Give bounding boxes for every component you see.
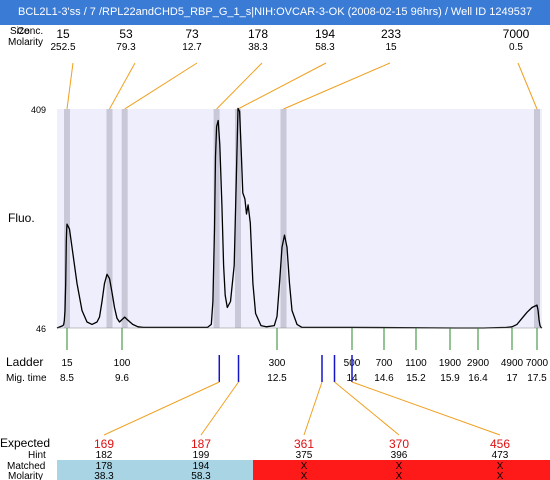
hint-leader (103, 381, 220, 436)
ladder-time-label: 9.6 (115, 373, 129, 384)
peak-molarity-label: 15 (385, 42, 397, 53)
peak-band (534, 109, 540, 328)
ladder-size-label: 15 (61, 358, 73, 369)
y-tick-max: 409 (31, 105, 46, 115)
molarity-value: X (301, 471, 308, 480)
conc-label: Conc. (17, 26, 43, 37)
chart-title: BCL2L1-3'ss / 7 /RPL22andCHD5_RBP_G_1_s|… (18, 6, 533, 18)
ladder-label: Ladder (6, 355, 43, 369)
matched-label: Matched (7, 461, 45, 472)
hint-value: 473 (492, 450, 509, 461)
peak-band (280, 109, 287, 328)
peak-band (121, 109, 128, 328)
matched-value: X (396, 461, 403, 472)
peak-size-label: 73 (185, 27, 199, 41)
matched-band (57, 460, 253, 480)
mig-time-label: Mig. time (6, 373, 47, 384)
molarity-value: X (396, 471, 403, 480)
matched-value: X (497, 461, 504, 472)
peak-band (234, 109, 241, 328)
peak-size-label: 194 (315, 27, 335, 41)
peak-size-label: 233 (381, 27, 401, 41)
molarity-label-top: Molarity (8, 37, 43, 48)
hint-value: 396 (391, 450, 408, 461)
peak-molarity-label: 38.3 (248, 42, 268, 53)
peak-molarity-label: 79.3 (116, 42, 136, 53)
peak-band (64, 109, 70, 328)
ladder-size-label: 1900 (439, 358, 462, 369)
ladder-time-label: 15.9 (440, 373, 460, 384)
hint-leader (334, 381, 400, 436)
ladder-size-label: 1100 (405, 358, 427, 369)
peak-leader (124, 62, 198, 110)
peak-leader (66, 62, 74, 110)
ladder-time-label: 16.4 (468, 373, 488, 384)
hint-value: 199 (193, 450, 210, 461)
ladder-size-label: 2900 (467, 358, 490, 369)
peak-leader (216, 62, 263, 110)
ladder-size-label: 100 (114, 358, 131, 369)
ladder-time-label: 15.2 (406, 373, 426, 384)
molarity-value: X (497, 471, 504, 480)
peak-molarity-label: 252.5 (50, 42, 75, 53)
peak-band (213, 109, 220, 328)
peak-size-label: 178 (248, 27, 268, 41)
peak-leader (237, 62, 327, 110)
molarity-value: 58.3 (191, 471, 211, 480)
expected-value: 456 (490, 437, 510, 451)
ladder-time-label: 14.6 (374, 373, 394, 384)
plot-area (57, 109, 542, 328)
peak-size-label: 7000 (503, 27, 530, 41)
expected-label: Expected (0, 436, 50, 450)
size-label: Size (10, 26, 30, 37)
matched-value: X (301, 461, 308, 472)
ladder-time-label: 8.5 (60, 373, 74, 384)
expected-value: 187 (191, 437, 211, 451)
peak-band (106, 109, 113, 328)
hint-value: 375 (296, 450, 313, 461)
hint-label: Hint (28, 450, 46, 461)
peak-molarity-label: 0.5 (509, 42, 523, 53)
molarity-value: 38.3 (94, 471, 114, 480)
hint-leader (303, 381, 323, 436)
matched-value: 194 (193, 461, 210, 472)
peak-molarity-label: 58.3 (315, 42, 335, 53)
hint-leader (351, 381, 501, 436)
ladder-size-label: 7000 (526, 358, 549, 369)
y-axis-label: Fluo. (8, 211, 35, 225)
molarity-label-bottom: Molarity (8, 471, 43, 480)
peak-size-label: 53 (119, 27, 133, 41)
hint-leader (200, 381, 239, 436)
peak-leader (109, 62, 136, 110)
y-tick-min: 46 (36, 324, 46, 334)
peak-leader (517, 62, 538, 110)
missing-band (253, 460, 550, 480)
expected-value: 370 (389, 437, 409, 451)
peak-molarity-label: 12.7 (182, 42, 202, 53)
peak-leader (283, 62, 391, 110)
hint-value: 182 (96, 450, 113, 461)
ladder-size-label: 300 (269, 358, 286, 369)
ladder-time-label: 12.5 (267, 373, 287, 384)
ladder-time-label: 17.5 (527, 373, 547, 384)
ladder-time-label: 17 (506, 373, 518, 384)
fluorescence-trace (56, 107, 543, 329)
ladder-size-label: 700 (376, 358, 393, 369)
peak-size-label: 15 (56, 27, 70, 41)
title-bar: BCL2L1-3'ss / 7 /RPL22andCHD5_RBP_G_1_s|… (0, 0, 550, 25)
expected-value: 361 (294, 437, 314, 451)
expected-value: 169 (94, 437, 114, 451)
ladder-size-label: 4900 (501, 358, 524, 369)
matched-value: 178 (96, 461, 113, 472)
